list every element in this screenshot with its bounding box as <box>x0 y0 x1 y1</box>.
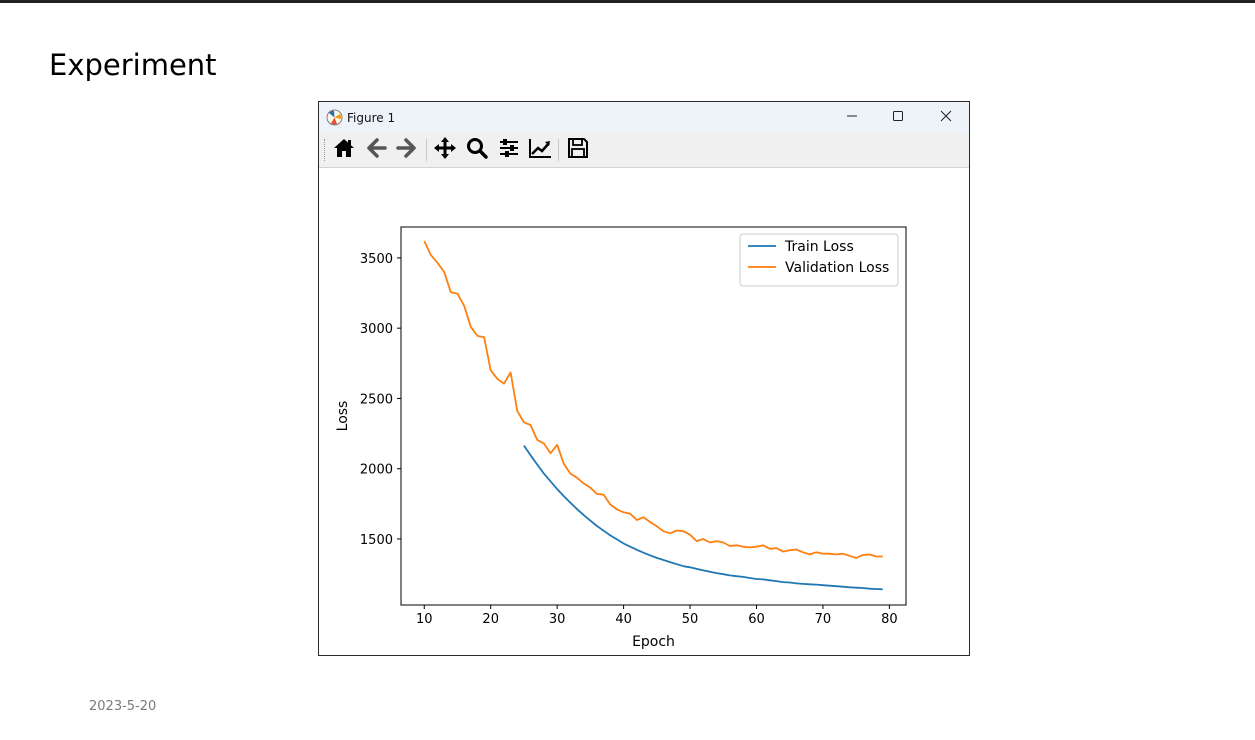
title-bar[interactable]: Figure 1 <box>319 102 969 133</box>
y-tick-label: 3000 <box>360 322 393 337</box>
close-icon <box>940 109 952 127</box>
toolbar-separator <box>558 139 559 161</box>
pan-button[interactable] <box>432 136 458 165</box>
series-line-validation-loss <box>423 240 883 559</box>
figure-window: Figure 1 <box>318 101 970 656</box>
configure-subplots-button[interactable] <box>496 137 522 163</box>
y-tick-label: 2500 <box>360 392 393 407</box>
matplotlib-icon <box>326 109 343 126</box>
home-icon <box>333 137 355 164</box>
x-tick-label: 30 <box>549 612 566 627</box>
axes-frame <box>400 226 907 606</box>
x-axis-label: Epoch <box>632 634 675 650</box>
forward-arrow-icon <box>396 137 418 164</box>
x-tick-label: 50 <box>682 612 699 627</box>
x-tick-label: 70 <box>815 612 832 627</box>
navigation-toolbar <box>319 133 969 168</box>
home-button[interactable] <box>331 137 357 163</box>
pan-move-icon <box>433 136 457 165</box>
zoom-magnifier-icon <box>466 137 488 164</box>
edit-axis-button[interactable] <box>527 137 553 163</box>
x-tick-label: 80 <box>881 612 898 627</box>
legend-label-validation-loss: Validation Loss <box>785 260 889 276</box>
y-tick-label: 3500 <box>360 252 393 267</box>
top-rule <box>0 0 1255 3</box>
edit-axis-icon <box>528 137 552 164</box>
back-arrow-icon <box>365 137 387 164</box>
configure-subplots-icon <box>498 137 520 164</box>
minimize-button[interactable] <box>829 102 875 133</box>
forward-button[interactable] <box>394 137 420 163</box>
x-tick-label: 20 <box>482 612 499 627</box>
toolbar-grip <box>324 139 326 161</box>
toolbar-separator <box>426 139 427 161</box>
series-line-train-loss <box>523 444 883 591</box>
window-title: Figure 1 <box>347 111 396 125</box>
figure-canvas[interactable]: 10 20 30 40 50 60 70 80 1500 2000 2500 3000 3500 Epoc… <box>319 168 969 655</box>
slide-title: Experiment <box>49 48 217 82</box>
y-axis-label: Loss <box>335 401 351 432</box>
close-button[interactable] <box>923 102 969 133</box>
zoom-button[interactable] <box>464 137 490 163</box>
minimize-icon <box>846 109 858 127</box>
x-tick-label: 10 <box>416 612 433 627</box>
x-tick-label: 40 <box>615 612 632 627</box>
loss-chart: 10 20 30 40 50 60 70 80 1500 2000 2500 3000 3500 Epoc… <box>335 226 907 650</box>
slide-date: 2023-5-20 <box>89 699 157 714</box>
maximize-button[interactable] <box>875 102 921 133</box>
back-button[interactable] <box>363 137 389 163</box>
save-button[interactable] <box>565 137 591 163</box>
legend-label-train-loss: Train Loss <box>784 239 854 255</box>
legend-box <box>739 233 899 287</box>
maximize-icon <box>892 109 904 127</box>
y-tick-label: 2000 <box>360 463 393 478</box>
save-disk-icon <box>567 137 589 164</box>
y-tick-label: 1500 <box>360 533 393 548</box>
x-tick-label: 60 <box>748 612 765 627</box>
